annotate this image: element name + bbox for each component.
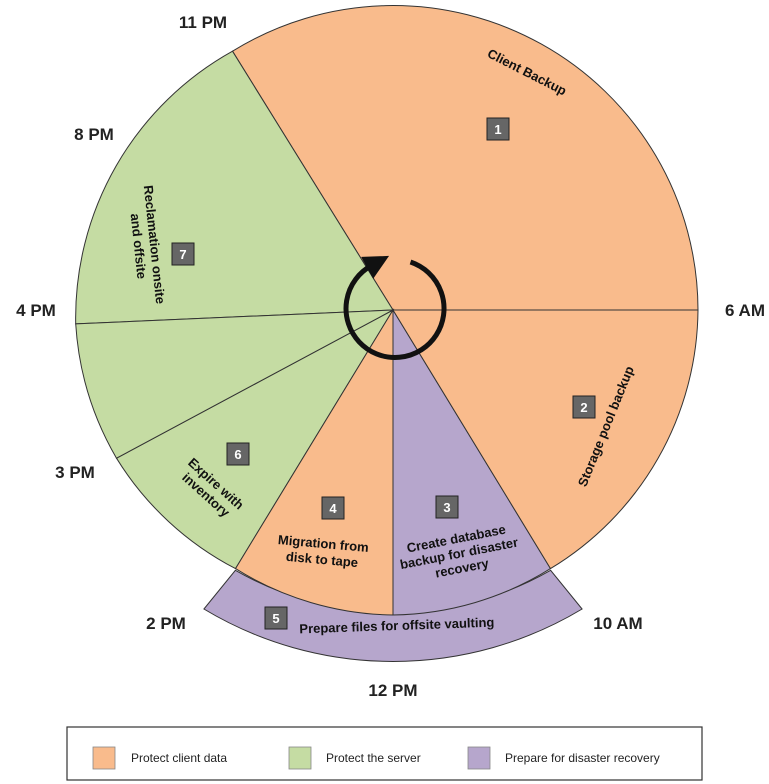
svg-text:Protect client data: Protect client data [131,751,227,765]
time-label-10am: 10 AM [593,614,642,633]
svg-text:Prepare for disaster recovery: Prepare for disaster recovery [505,751,660,765]
segment-storage-pool-backup [392,309,699,570]
task-badge-4: 4 [321,496,345,520]
time-label-3pm: 3 PM [55,463,95,482]
segment-create-db-backup [392,308,552,616]
segment-reclamation [75,50,394,325]
cycle-arrow-icon [343,255,447,360]
svg-text:6: 6 [234,447,241,462]
svg-text:4: 4 [329,501,337,516]
svg-text:2: 2 [580,400,587,415]
time-label-6am: 6 AM [725,301,765,320]
task-badge-2: 2 [572,395,596,419]
task-badge-6: 6 [226,442,250,466]
segment-client-backup [231,5,699,311]
time-label-12pm: 12 PM [368,681,417,700]
svg-text:1: 1 [494,122,501,137]
legend-item-server: Protect the server [288,746,421,770]
task-label-prepare-offsite: Prepare files for offsite vaulting [299,615,495,637]
legend-item-disaster: Prepare for disaster recovery [467,746,660,770]
task-badge-7: 7 [171,242,195,266]
time-label-2pm: 2 PM [146,614,186,633]
legend: Protect client data Protect the server P… [66,726,703,781]
svg-text:disk to tape: disk to tape [285,549,358,570]
svg-text:and offsite: and offsite [128,213,150,280]
svg-text:3: 3 [443,500,450,515]
time-label-8pm: 8 PM [74,125,114,144]
svg-text:7: 7 [179,247,186,262]
task-label-migration: Migration from disk to tape [277,532,369,570]
segment-migration [234,308,394,616]
legend-item-client: Protect client data [92,746,227,770]
svg-text:5: 5 [272,611,279,626]
time-label-4pm: 4 PM [16,301,56,320]
svg-text:Protect the server: Protect the server [326,751,421,765]
segment-expire-upper [75,309,394,459]
segment-expire-inventory [115,308,395,570]
task-badge-5: 5 [264,606,288,630]
task-badge-1: 1 [486,117,510,141]
time-label-11pm: 11 PM [179,13,227,32]
task-badge-3: 3 [435,495,459,519]
